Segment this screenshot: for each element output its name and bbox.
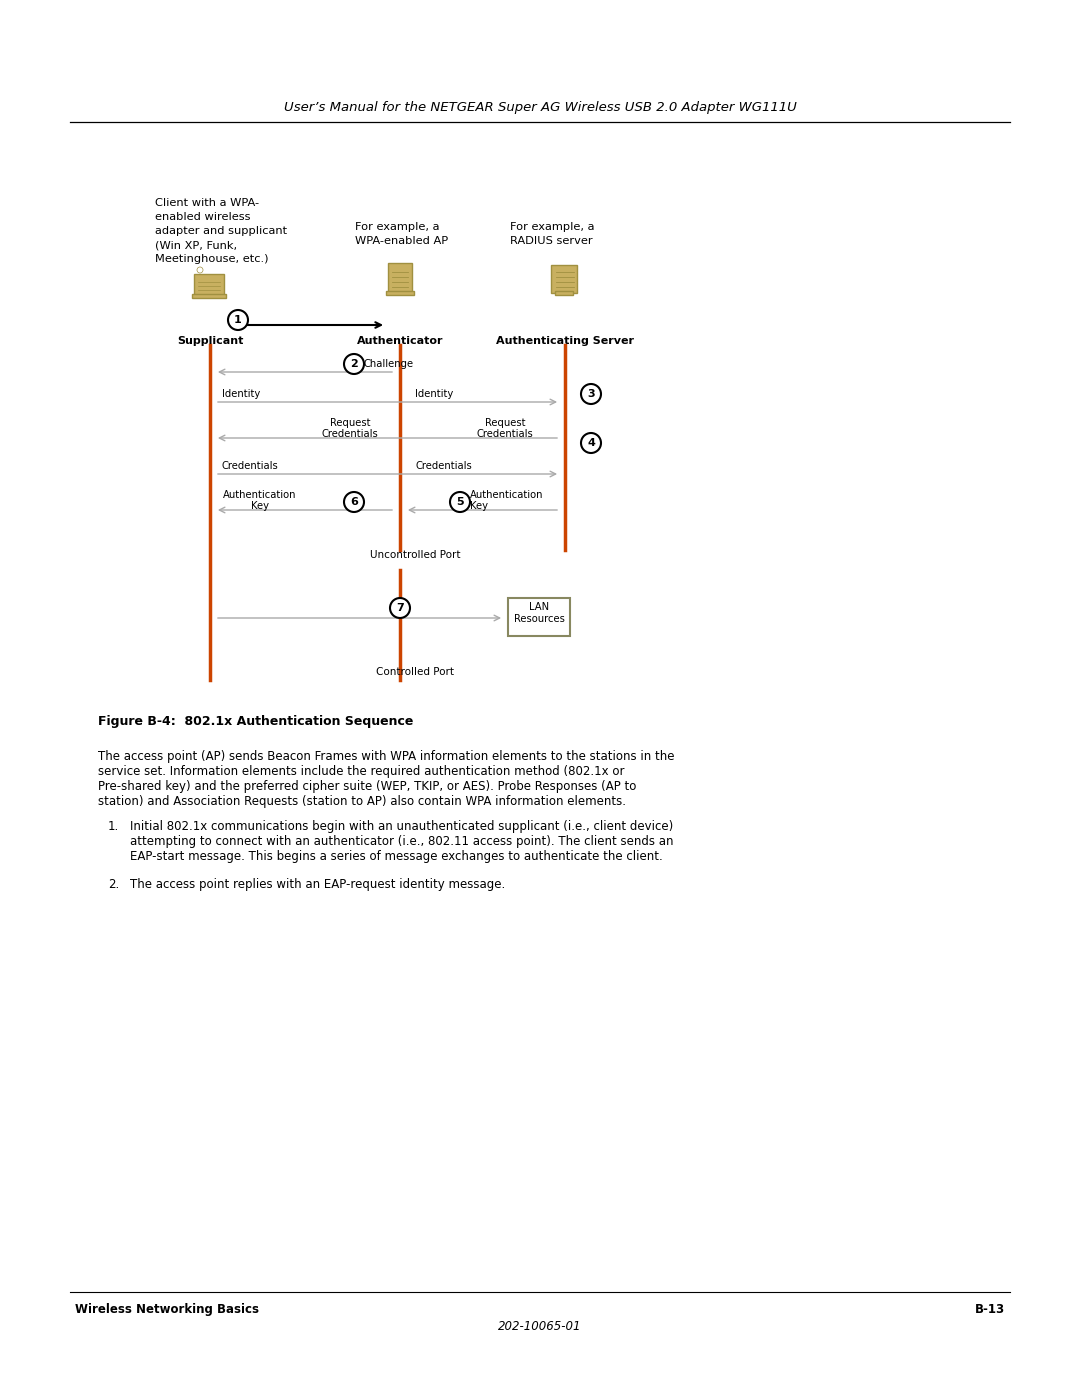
Text: Pre-shared key) and the preferred cipher suite (WEP, TKIP, or AES). Probe Respon: Pre-shared key) and the preferred cipher… — [98, 780, 636, 793]
Text: adapter and supplicant: adapter and supplicant — [156, 226, 287, 236]
Text: Request: Request — [329, 418, 370, 427]
Text: Credentials: Credentials — [222, 461, 279, 471]
Text: WPA-enabled AP: WPA-enabled AP — [355, 236, 448, 246]
Bar — [508, 598, 570, 636]
Circle shape — [390, 598, 410, 617]
Text: 2.: 2. — [108, 877, 119, 891]
Text: enabled wireless: enabled wireless — [156, 212, 251, 222]
Bar — [388, 263, 411, 293]
Text: Initial 802.1x communications begin with an unauthenticated supplicant (i.e., cl: Initial 802.1x communications begin with… — [130, 820, 673, 833]
Text: The access point (AP) sends Beacon Frames with WPA information elements to the s: The access point (AP) sends Beacon Frame… — [98, 750, 675, 763]
Bar — [555, 291, 573, 295]
Text: Figure B-4:  802.1x Authentication Sequence: Figure B-4: 802.1x Authentication Sequen… — [98, 715, 414, 728]
Bar — [194, 274, 224, 296]
Bar — [386, 291, 414, 295]
Text: Authenticator: Authenticator — [356, 337, 443, 346]
Text: 4: 4 — [588, 439, 595, 448]
Text: Authentication: Authentication — [224, 490, 297, 500]
Text: (Win XP, Funk,: (Win XP, Funk, — [156, 240, 238, 250]
Text: 1: 1 — [234, 314, 242, 326]
Text: 2: 2 — [350, 359, 357, 369]
Text: station) and Association Requests (station to AP) also contain WPA information e: station) and Association Requests (stati… — [98, 795, 626, 807]
Text: B-13: B-13 — [975, 1303, 1005, 1316]
Text: 6: 6 — [350, 497, 357, 507]
Circle shape — [450, 492, 470, 511]
Text: Key: Key — [251, 502, 269, 511]
Circle shape — [228, 310, 248, 330]
Circle shape — [581, 433, 600, 453]
Text: attempting to connect with an authenticator (i.e., 802.11 access point). The cli: attempting to connect with an authentica… — [130, 835, 674, 848]
Circle shape — [345, 492, 364, 511]
Text: Challenge: Challenge — [364, 359, 414, 369]
Text: 5: 5 — [456, 497, 463, 507]
Text: For example, a: For example, a — [355, 222, 440, 232]
Text: 1.: 1. — [108, 820, 119, 833]
Text: User’s Manual for the NETGEAR Super AG Wireless USB 2.0 Adapter WG111U: User’s Manual for the NETGEAR Super AG W… — [284, 102, 796, 115]
Text: Credentials: Credentials — [476, 429, 534, 439]
Text: Identity: Identity — [222, 388, 260, 400]
Text: Wireless Networking Basics: Wireless Networking Basics — [75, 1303, 259, 1316]
Text: Credentials: Credentials — [322, 429, 378, 439]
Text: Request: Request — [485, 418, 525, 427]
Text: RADIUS server: RADIUS server — [510, 236, 593, 246]
Text: service set. Information elements include the required authentication method (80: service set. Information elements includ… — [98, 766, 624, 778]
Text: LAN
Resources: LAN Resources — [514, 602, 565, 624]
Bar — [192, 293, 226, 298]
Text: The access point replies with an EAP-request identity message.: The access point replies with an EAP-req… — [130, 877, 505, 891]
Text: Client with a WPA-: Client with a WPA- — [156, 198, 259, 208]
Text: For example, a: For example, a — [510, 222, 594, 232]
Text: Identity: Identity — [415, 388, 454, 400]
Text: Meetinghouse, etc.): Meetinghouse, etc.) — [156, 254, 269, 264]
Text: Uncontrolled Port: Uncontrolled Port — [369, 550, 460, 560]
Text: Supplicant: Supplicant — [177, 337, 243, 346]
Text: Credentials: Credentials — [415, 461, 472, 471]
Text: 3: 3 — [588, 388, 595, 400]
Circle shape — [581, 384, 600, 404]
Text: EAP-start message. This begins a series of message exchanges to authenticate the: EAP-start message. This begins a series … — [130, 849, 663, 863]
Text: Authenticating Server: Authenticating Server — [496, 337, 634, 346]
Text: 202-10065-01: 202-10065-01 — [498, 1320, 582, 1333]
Text: Authentication: Authentication — [470, 490, 543, 500]
Circle shape — [197, 267, 203, 272]
Text: 7: 7 — [396, 604, 404, 613]
Bar — [551, 265, 577, 293]
Circle shape — [345, 353, 364, 374]
Text: Controlled Port: Controlled Port — [376, 666, 454, 678]
Text: Key: Key — [470, 502, 488, 511]
